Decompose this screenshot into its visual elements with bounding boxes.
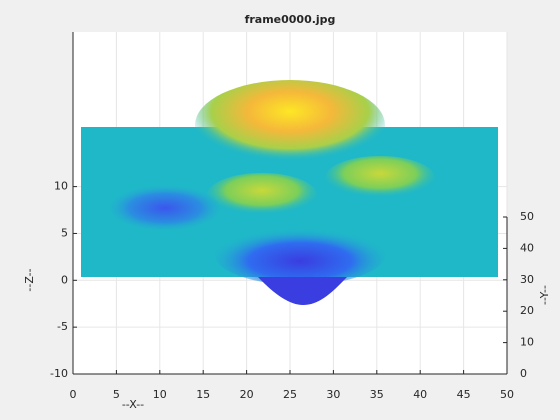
y-tick-label: 0	[520, 367, 527, 380]
x-tick-label: 25	[283, 388, 297, 401]
y-tick-label: 30	[520, 273, 534, 286]
y-axis-label: --Y--	[538, 285, 551, 305]
surface	[81, 80, 498, 305]
z-axis-label: --Z--	[23, 268, 36, 291]
y-tick-label: 10	[520, 336, 534, 349]
y-tick-label: 40	[520, 241, 534, 254]
y-tick-label: 50	[520, 210, 534, 223]
z-tick-label: 0	[61, 273, 68, 286]
x-tick-label: 10	[153, 388, 167, 401]
z-tick-label: -5	[57, 320, 68, 333]
x-tick-label: 35	[370, 388, 384, 401]
x-tick-label: 50	[500, 388, 514, 401]
x-tick-label: 40	[413, 388, 427, 401]
x-tick-label: 30	[326, 388, 340, 401]
x-tick-label: 0	[70, 388, 77, 401]
z-tick-label: 5	[61, 226, 68, 239]
x-tick-label: 20	[240, 388, 254, 401]
x-tick-label: 45	[457, 388, 471, 401]
y-tick-label: 20	[520, 304, 534, 317]
x-axis-label: --X--	[122, 398, 144, 411]
z-tick-label: -10	[50, 367, 68, 380]
chart-title: frame0000.jpg	[245, 13, 336, 26]
x-tick-label: 5	[113, 388, 120, 401]
z-tick-label: 10	[54, 180, 68, 193]
x-tick-label: 15	[196, 388, 210, 401]
